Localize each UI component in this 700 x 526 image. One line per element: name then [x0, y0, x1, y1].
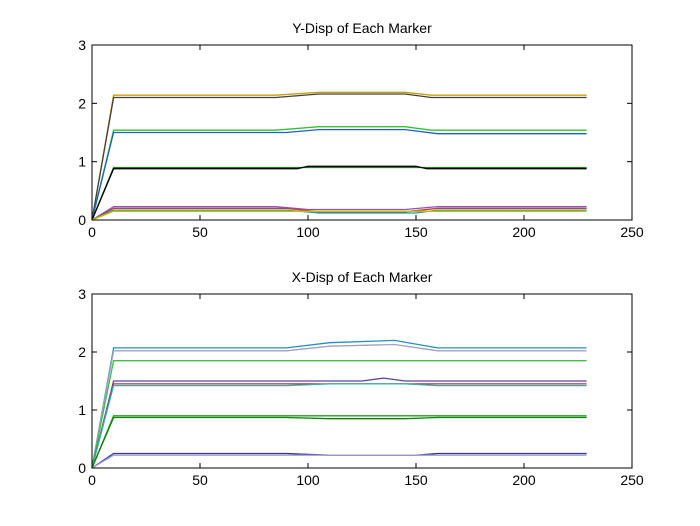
plot-frame [91, 44, 633, 221]
series-group [91, 339, 587, 469]
series-line-9 [91, 209, 587, 221]
x-tick-label: 150 [404, 472, 428, 488]
x-tick-label: 0 [88, 224, 96, 240]
x-tick-label: 250 [620, 472, 644, 488]
chart-title: X-Disp of Each Marker [292, 269, 433, 285]
y-disp-chart: Y-Disp of Each Marker 0 50 100 150 200 250 0 1 2 3 [78, 20, 644, 240]
x-disp-chart: X-Disp of Each Marker 0 50 100 150 200 250 0 1 2 3 [78, 269, 644, 488]
x-tick-label: 250 [620, 224, 644, 240]
x-tick-label: 200 [512, 224, 536, 240]
series-line-2 [91, 343, 587, 469]
series-line-6 [91, 165, 587, 221]
series-line-10 [91, 210, 587, 221]
series-line-7 [91, 205, 587, 221]
y-tick-label: 2 [78, 344, 86, 360]
chart-title: Y-Disp of Each Marker [292, 20, 432, 36]
series-line-8 [91, 416, 587, 469]
x-tick-label: 100 [296, 224, 320, 240]
y-tick-label: 1 [78, 154, 86, 170]
series-line-3 [91, 126, 587, 221]
series-line-2 [91, 93, 587, 221]
y-tick-label: 0 [78, 460, 86, 476]
series-line-10 [91, 454, 587, 469]
x-tick-label: 150 [404, 224, 428, 240]
x-tick-label: 50 [192, 224, 208, 240]
x-tick-label: 200 [512, 472, 536, 488]
x-tick-label: 50 [192, 472, 208, 488]
series-line-1 [91, 91, 587, 221]
y-tick-label: 3 [78, 286, 86, 302]
y-tick-label: 2 [78, 95, 86, 111]
series-line-1 [91, 339, 587, 469]
series-line-4 [91, 128, 587, 221]
y-tick-label: 0 [78, 212, 86, 228]
series-line-3 [91, 360, 587, 469]
plot-frame [91, 293, 633, 469]
y-tick-label: 1 [78, 402, 86, 418]
x-tick-label: 0 [88, 472, 96, 488]
y-tick-label: 3 [78, 37, 86, 53]
series-group [91, 91, 587, 221]
series-line-6 [91, 383, 587, 469]
x-tick-label: 100 [296, 472, 320, 488]
